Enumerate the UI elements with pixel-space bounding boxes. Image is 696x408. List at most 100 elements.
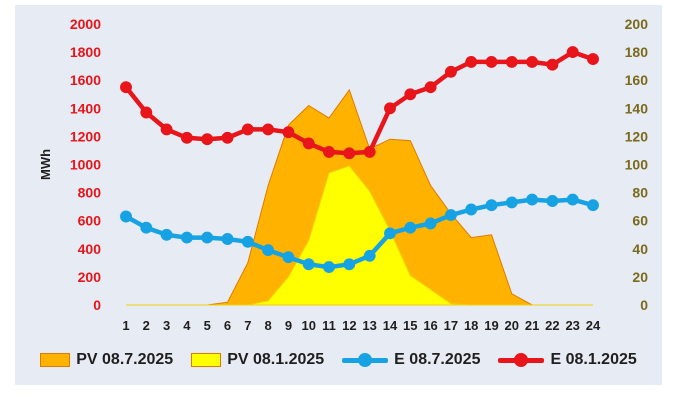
point-e-08-1-2025 (465, 55, 478, 68)
point-e-08-7-2025 (587, 199, 599, 212)
right-tick-label: 80 (632, 185, 648, 201)
point-e-08-1-2025 (424, 81, 437, 94)
x-tick-label: 12 (342, 318, 356, 333)
x-tick-label: 15 (403, 318, 417, 333)
right-tick-label: 0 (640, 297, 648, 313)
point-e-08-7-2025 (323, 261, 335, 274)
right-tick-label: 40 (632, 241, 648, 257)
point-e-08-1-2025 (262, 123, 275, 136)
point-e-08-1-2025 (160, 123, 173, 136)
chart-panel: MWh 0 200 400 600 800 1000 1200 1400 1600 1800 200… (15, 5, 662, 385)
legend-swatch-pv-july (40, 353, 71, 367)
point-e-08-7-2025 (140, 221, 153, 234)
point-e-08-7-2025 (384, 227, 396, 240)
point-e-08-1-2025 (241, 123, 254, 136)
point-e-08-1-2025 (221, 131, 234, 144)
x-tick-label: 21 (525, 318, 539, 333)
x-tick-label: 8 (265, 318, 272, 333)
right-tick-label: 180 (625, 44, 649, 60)
legend-label-e-july: E 08.7.2025 (394, 351, 481, 368)
x-tick-label: 10 (302, 318, 316, 333)
point-e-08-7-2025 (546, 195, 559, 207)
left-tick-label: 0 (93, 297, 101, 313)
point-e-08-1-2025 (282, 126, 295, 139)
x-tick-label: 22 (545, 318, 559, 333)
point-e-08-1-2025 (323, 145, 335, 158)
point-e-08-1-2025 (302, 137, 315, 150)
point-e-08-7-2025 (526, 193, 539, 206)
left-tick-label: 400 (78, 241, 102, 257)
right-tick-label: 160 (625, 72, 649, 88)
legend-swatch-e-july (342, 353, 389, 367)
point-e-08-7-2025 (282, 251, 295, 264)
x-tick-label: 4 (183, 318, 191, 333)
point-e-08-7-2025 (302, 258, 315, 271)
left-tick-label: 1400 (70, 100, 101, 116)
point-e-08-7-2025 (444, 209, 457, 222)
x-tick-label: 6 (224, 318, 231, 333)
point-e-08-1-2025 (526, 55, 539, 68)
point-e-08-7-2025 (404, 221, 417, 234)
point-e-08-1-2025 (485, 55, 498, 68)
left-tick-label: 1000 (70, 157, 101, 173)
area-series (126, 88, 593, 306)
legend-item-pv-july: PV 08.7.2025 (40, 351, 173, 369)
left-axis-ticks: 0 200 400 600 800 1000 1200 1400 1600 1800 2000 (70, 16, 101, 313)
x-axis-ticks: 1 2 3 4 5 6 7 8 9 10 11 12 13 14 15 16 17 18 19 20 21 22 23 24 (122, 318, 601, 333)
point-e-08-1-2025 (180, 131, 193, 144)
point-e-08-1-2025 (343, 147, 356, 160)
point-e-08-1-2025 (444, 65, 457, 78)
legend-item-pv-january: PV 08.1.2025 (191, 351, 324, 369)
legend-label-pv-january: PV 08.1.2025 (227, 351, 325, 368)
point-e-08-1-2025 (566, 46, 579, 59)
point-e-08-7-2025 (221, 233, 234, 245)
point-e-08-7-2025 (343, 258, 356, 271)
legend-swatch-e-january (498, 353, 545, 367)
x-tick-label: 18 (464, 318, 478, 333)
x-tick-label: 24 (586, 318, 601, 333)
x-tick-label: 17 (444, 318, 458, 333)
legend-item-e-july: E 08.7.2025 (342, 351, 480, 369)
chart-svg: MWh 020040060080010001200140016001800200… (38, 16, 649, 333)
right-tick-label: 100 (625, 157, 649, 173)
legend-label-e-january: E 08.1.2025 (550, 351, 637, 368)
left-tick-label: 1600 (70, 72, 101, 88)
point-e-08-7-2025 (241, 235, 254, 248)
point-e-08-7-2025 (120, 210, 132, 223)
point-e-08-7-2025 (262, 244, 275, 257)
left-tick-label: 600 (78, 213, 102, 229)
point-e-08-1-2025 (546, 58, 559, 71)
legend: PV 08.7.2025 PV 08.1.2025 E 08.7.2025 E … (15, 346, 662, 374)
point-e-08-7-2025 (180, 231, 193, 244)
area-pv-08-1-2025 (126, 165, 593, 306)
point-e-08-7-2025 (201, 231, 214, 244)
right-tick-label: 140 (625, 100, 649, 116)
x-tick-label: 16 (423, 318, 437, 333)
point-e-08-7-2025 (424, 217, 437, 230)
left-tick-label: 800 (78, 185, 102, 201)
right-tick-label: 20 (632, 269, 648, 285)
right-axis-ticks: 0 20 40 60 80 100 120 140 160 180 200 (625, 16, 649, 313)
x-tick-label: 20 (505, 318, 519, 333)
point-e-08-7-2025 (505, 196, 518, 209)
left-tick-label: 200 (78, 269, 102, 285)
left-tick-label: 1200 (70, 128, 101, 144)
point-e-08-1-2025 (505, 55, 518, 68)
y-axis-title: MWh (38, 149, 53, 180)
point-e-08-1-2025 (587, 53, 599, 66)
left-tick-label: 2000 (70, 16, 101, 32)
x-tick-label: 7 (244, 318, 251, 333)
line-series (120, 46, 599, 274)
x-tick-label: 11 (322, 318, 336, 333)
point-e-08-1-2025 (363, 145, 376, 158)
x-tick-label: 13 (362, 318, 376, 333)
point-e-08-7-2025 (160, 228, 173, 241)
point-e-08-7-2025 (363, 249, 376, 262)
point-e-08-1-2025 (384, 102, 396, 115)
right-tick-label: 200 (625, 16, 649, 32)
x-tick-label: 2 (143, 318, 150, 333)
legend-item-e-january: E 08.1.2025 (498, 351, 637, 369)
point-e-08-1-2025 (120, 81, 132, 94)
x-tick-label: 19 (484, 318, 498, 333)
point-e-08-1-2025 (201, 133, 214, 146)
